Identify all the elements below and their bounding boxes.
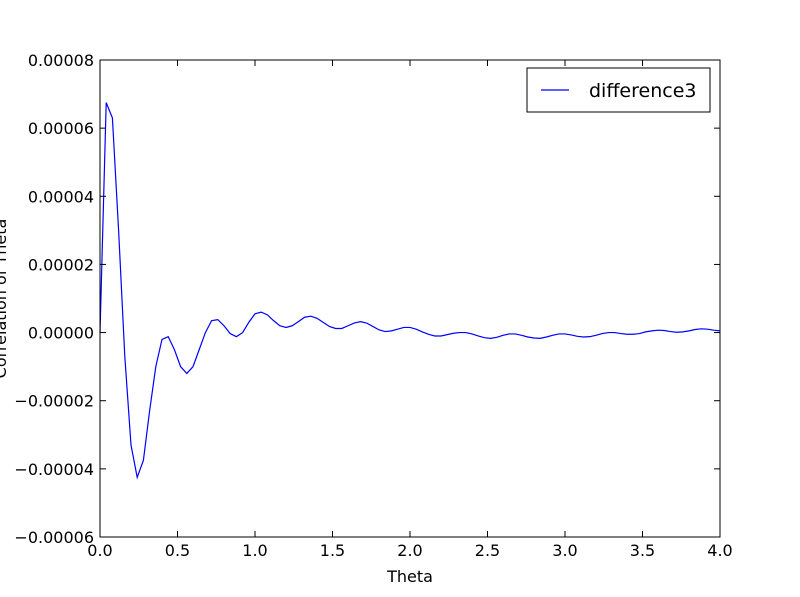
y-tick-label: 0.00002 (28, 255, 94, 274)
y-tick-label: 0.00006 (28, 119, 94, 138)
x-tick-label: 0.0 (87, 541, 112, 560)
y-axis-label: Correlation of Theta (0, 219, 10, 379)
x-tick-label: 1.5 (320, 541, 345, 560)
x-tick-label: 3.5 (630, 541, 655, 560)
x-tick-label: 1.0 (242, 541, 267, 560)
x-tick-label: 4.0 (707, 541, 732, 560)
legend-label-difference3: difference3 (589, 80, 696, 102)
x-tick-label: 0.5 (165, 541, 190, 560)
x-axis-label: Theta (386, 567, 433, 586)
series-line-difference3 (99, 102, 721, 480)
plot-frame (99, 59, 721, 538)
y-tick-label: −0.00004 (14, 460, 94, 479)
y-axis-ticks: −0.00006 −0.00004 −0.00002 0.00000 0.00002 0.… (14, 51, 720, 547)
x-tick-label: 2.5 (475, 541, 500, 560)
plot-lines (99, 102, 721, 480)
y-tick-label: 0.00004 (28, 187, 94, 206)
x-tick-label: 2.0 (397, 541, 422, 560)
y-tick-label: 0.00008 (28, 51, 94, 70)
y-tick-label: 0.00000 (28, 324, 94, 343)
legend: difference3 (526, 67, 711, 113)
x-tick-label: 3.0 (552, 541, 577, 560)
y-tick-label: −0.00002 (14, 392, 94, 411)
y-tick-label: −0.00006 (14, 528, 94, 547)
x-axis-ticks: 0.0 0.5 1.0 1.5 2.0 2.5 3.0 3.5 4.0 (87, 60, 733, 560)
